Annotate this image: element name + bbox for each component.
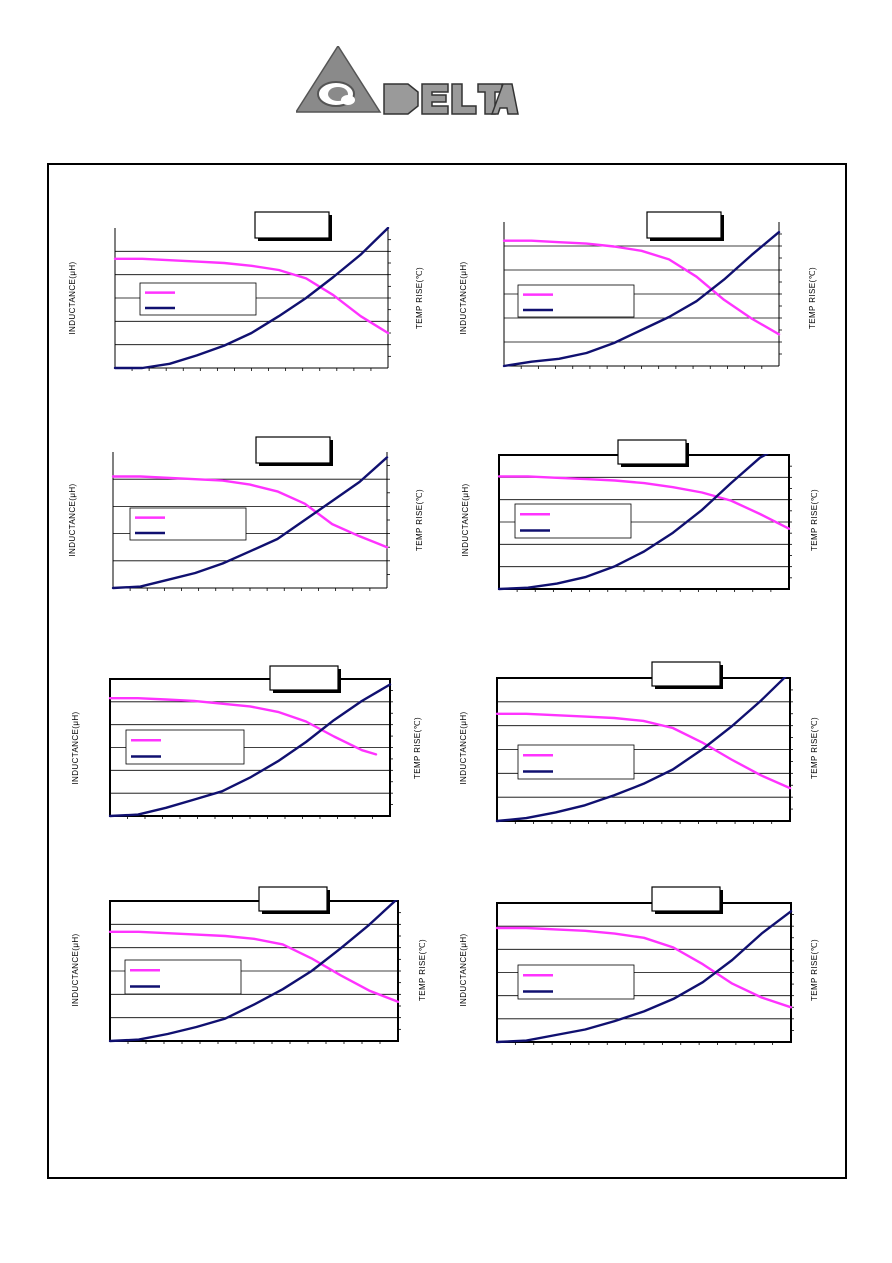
y2-axis-label: TEMP RISE(℃) [418,939,427,1001]
temp-rise-curve [108,897,400,1043]
legend-box [514,503,632,539]
legend-box [129,507,247,541]
top-mask [108,657,392,678]
title-box [651,886,721,912]
title-box [617,439,687,465]
legend-box [124,959,242,995]
top-mask [113,206,390,227]
temp-rise-curve [502,230,781,368]
inductance-curve [111,475,389,549]
legend-box [139,282,257,316]
title-box [255,436,331,464]
y2-axis-label: TEMP RISE(℃) [810,717,819,779]
chart-3: INDUCTANCE(μH) TEMP RISE(℃) [68,430,424,591]
y2-axis-label: TEMP RISE(℃) [413,717,422,779]
title-box [646,211,722,239]
title-box [651,661,721,687]
y-axis-label: INDUCTANCE(μH) [461,483,470,556]
legend-box [517,744,635,780]
temp-rise-curve [111,456,389,590]
title-box [254,211,330,239]
y2-axis-label: TEMP RISE(℃) [415,267,424,329]
legend-box [517,284,635,318]
chart-4: INDUCTANCE(μH) TEMP RISE(℃) [461,433,819,592]
charts-frame [47,163,847,1179]
chart-8: INDUCTANCE(μH) TEMP RISE(℃) [459,881,819,1045]
y-axis-label: INDUCTANCE(μH) [459,261,468,334]
temp-rise-curve [497,440,791,591]
y2-axis-label: TEMP RISE(℃) [810,939,819,1001]
y-axis-label: INDUCTANCE(μH) [68,261,77,334]
inductance-curve [497,475,791,530]
inductance-curve [495,926,793,1009]
y-axis-label: INDUCTANCE(μH) [71,711,80,784]
inductance-curve [113,257,390,335]
top-mask [495,656,792,677]
chart-2: INDUCTANCE(μH) TEMP RISE(℃) [459,200,817,369]
y-axis-label: INDUCTANCE(μH) [459,933,468,1006]
y-axis-label: INDUCTANCE(μH) [68,483,77,556]
temp-rise-curve [495,910,793,1044]
temp-rise-curve [113,226,390,370]
top-mask [111,430,389,451]
legend-box [125,729,245,765]
title-box [258,886,328,912]
chart-1: INDUCTANCE(μH) TEMP RISE(℃) [68,206,424,371]
y-axis-label: INDUCTANCE(μH) [459,711,468,784]
legend-box [517,964,635,1000]
inductance-curve [108,697,378,756]
temp-rise-curve [108,683,392,818]
y2-axis-label: TEMP RISE(℃) [810,489,819,551]
chart-6: INDUCTANCE(μH) TEMP RISE(℃) [459,656,819,824]
y-axis-label: INDUCTANCE(μH) [71,933,80,1006]
inductance-curve [108,930,400,1003]
y2-axis-label: TEMP RISE(℃) [415,489,424,551]
top-mask [108,879,400,900]
chart-5: INDUCTANCE(μH) TEMP RISE(℃) [71,657,422,819]
delta-logo [296,46,519,115]
y2-axis-label: TEMP RISE(℃) [808,267,817,329]
top-mask [495,881,793,902]
chart-7: INDUCTANCE(μH) TEMP RISE(℃) [71,879,427,1044]
top-mask [502,200,781,221]
title-box [269,665,339,691]
temp-rise-curve [495,671,792,823]
inductance-curve [502,239,781,336]
inductance-curve [495,712,792,790]
